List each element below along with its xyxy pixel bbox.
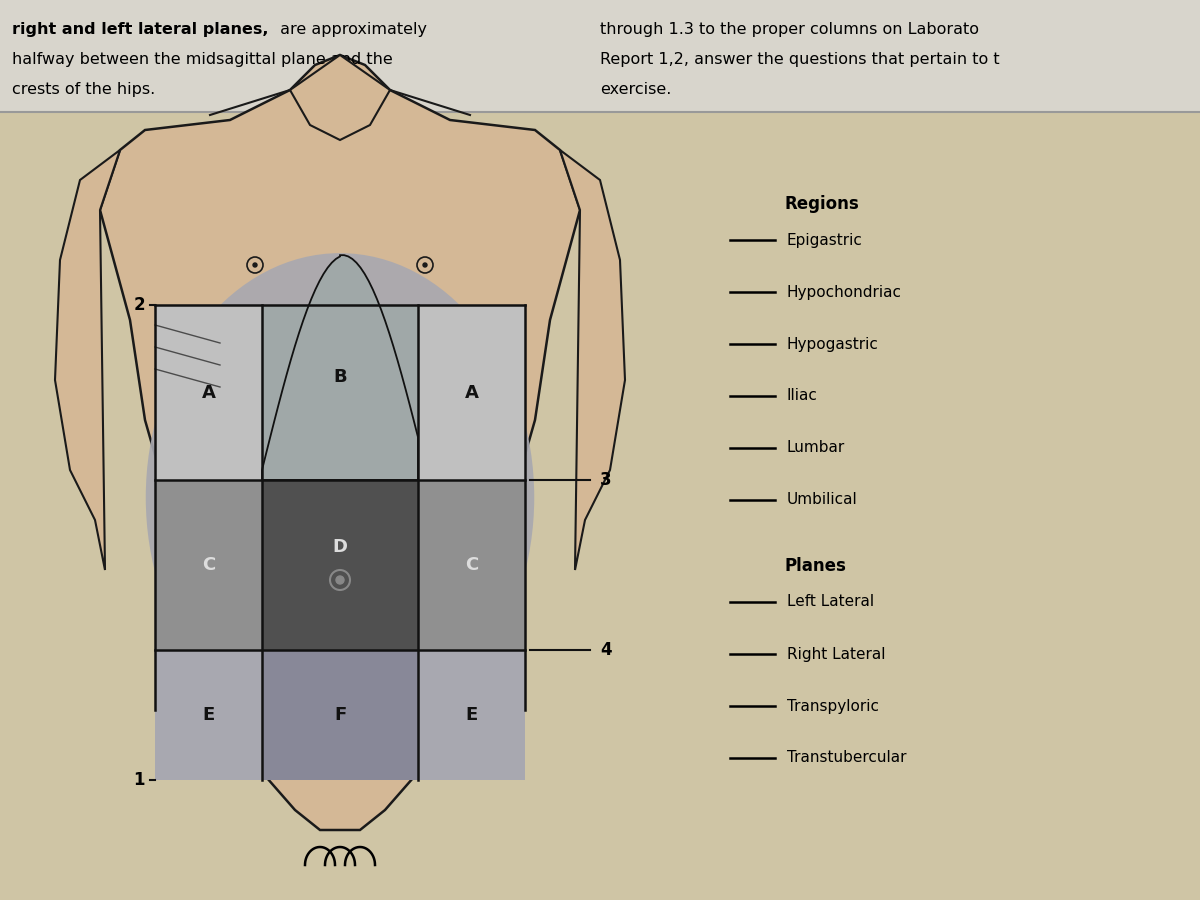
Polygon shape (290, 55, 390, 140)
Text: Epigastric: Epigastric (787, 232, 863, 248)
Bar (0, 0, 1200, 112)
Text: E: E (203, 706, 215, 724)
Text: Regions: Regions (785, 195, 859, 213)
Bar (155, 480, 262, 650)
Bar (418, 305, 526, 480)
Ellipse shape (145, 253, 534, 742)
Text: exercise.: exercise. (600, 82, 671, 97)
Text: 2: 2 (133, 296, 145, 314)
Text: E: E (466, 706, 478, 724)
Bar (418, 650, 526, 780)
Circle shape (336, 576, 344, 584)
Bar (262, 305, 418, 480)
Text: 4: 4 (600, 641, 612, 659)
Text: Iliac: Iliac (787, 389, 818, 403)
Text: Umbilical: Umbilical (787, 492, 858, 508)
Text: D: D (332, 538, 348, 556)
Circle shape (253, 263, 257, 267)
Polygon shape (262, 256, 418, 480)
Text: 1: 1 (133, 771, 145, 789)
Polygon shape (560, 150, 625, 570)
Text: Transpyloric: Transpyloric (787, 698, 878, 714)
Text: through 1.3 to the proper columns on Laborato: through 1.3 to the proper columns on Lab… (600, 22, 979, 37)
Text: B: B (334, 368, 347, 386)
Bar (262, 480, 418, 650)
Text: C: C (202, 556, 215, 574)
Text: Left Lateral: Left Lateral (787, 595, 874, 609)
Polygon shape (55, 150, 120, 570)
Bar (155, 650, 262, 780)
Text: Report 1,2, answer the questions that pertain to t: Report 1,2, answer the questions that pe… (600, 52, 1000, 67)
Text: Hypogastric: Hypogastric (787, 337, 878, 352)
Text: Planes: Planes (785, 557, 847, 575)
Text: are approximately: are approximately (275, 22, 427, 37)
Text: crests of the hips.: crests of the hips. (12, 82, 155, 97)
Bar (262, 650, 418, 780)
Text: Hypochondriac: Hypochondriac (787, 284, 902, 300)
Text: A: A (464, 383, 479, 401)
Text: halfway between the midsagittal plane and the: halfway between the midsagittal plane an… (12, 52, 392, 67)
Text: Transtubercular: Transtubercular (787, 751, 906, 766)
Text: Right Lateral: Right Lateral (787, 646, 886, 662)
Bar (155, 305, 262, 480)
Text: Lumbar: Lumbar (787, 440, 845, 455)
Text: A: A (202, 383, 216, 401)
Text: C: C (464, 556, 478, 574)
Text: 3: 3 (600, 471, 612, 489)
Text: F: F (334, 706, 346, 724)
Circle shape (424, 263, 427, 267)
Text: right and left lateral planes,: right and left lateral planes, (12, 22, 269, 37)
Polygon shape (100, 55, 580, 830)
Bar (418, 480, 526, 650)
